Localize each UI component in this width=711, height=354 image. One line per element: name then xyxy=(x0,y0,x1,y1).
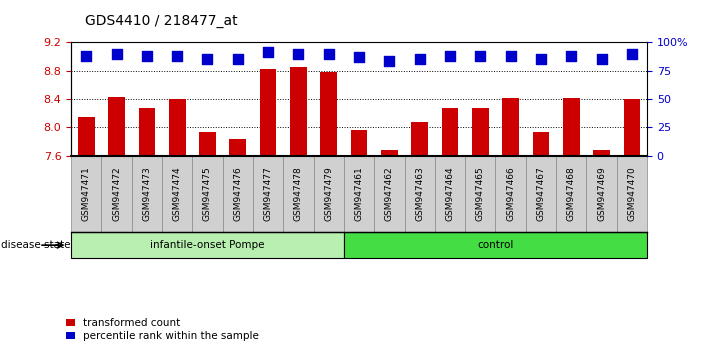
Bar xyxy=(78,117,95,156)
Bar xyxy=(381,150,397,156)
Bar xyxy=(593,150,610,156)
Point xyxy=(505,53,516,59)
Text: control: control xyxy=(477,240,513,250)
Bar xyxy=(502,98,519,156)
Text: GDS4410 / 218477_at: GDS4410 / 218477_at xyxy=(85,14,238,28)
Text: GSM947473: GSM947473 xyxy=(142,166,151,221)
Point xyxy=(353,55,365,60)
Text: GSM947468: GSM947468 xyxy=(567,166,576,221)
Text: GSM947477: GSM947477 xyxy=(264,166,272,221)
Bar xyxy=(230,139,246,156)
Point xyxy=(414,57,425,62)
Text: GSM947463: GSM947463 xyxy=(415,166,424,221)
Point xyxy=(596,57,607,62)
Text: GSM947469: GSM947469 xyxy=(597,166,606,221)
Text: GSM947462: GSM947462 xyxy=(385,166,394,221)
Point xyxy=(111,51,122,57)
Legend: transformed count, percentile rank within the sample: transformed count, percentile rank withi… xyxy=(62,314,263,345)
Bar xyxy=(290,67,306,156)
Bar xyxy=(321,72,337,156)
Bar xyxy=(199,132,216,156)
Point xyxy=(626,51,638,57)
Text: GSM947467: GSM947467 xyxy=(536,166,545,221)
Text: GSM947464: GSM947464 xyxy=(446,166,454,221)
Text: infantile-onset Pompe: infantile-onset Pompe xyxy=(150,240,264,250)
Bar xyxy=(108,97,125,156)
Text: GSM947475: GSM947475 xyxy=(203,166,212,221)
Point xyxy=(444,53,456,59)
Bar xyxy=(624,99,640,156)
Point xyxy=(475,53,486,59)
Text: GSM947472: GSM947472 xyxy=(112,166,121,221)
Bar xyxy=(533,132,550,156)
Point xyxy=(171,53,183,59)
Bar xyxy=(442,108,459,156)
Bar xyxy=(472,108,488,156)
Text: GSM947461: GSM947461 xyxy=(355,166,363,221)
Text: disease state: disease state xyxy=(1,240,70,250)
Text: GSM947466: GSM947466 xyxy=(506,166,515,221)
Bar xyxy=(260,69,277,156)
Text: GSM947474: GSM947474 xyxy=(173,166,182,221)
Point xyxy=(202,57,213,62)
Text: GSM947478: GSM947478 xyxy=(294,166,303,221)
Bar xyxy=(412,122,428,156)
Text: GSM947476: GSM947476 xyxy=(233,166,242,221)
Text: GSM947470: GSM947470 xyxy=(627,166,636,221)
Point xyxy=(293,51,304,57)
Text: GSM947479: GSM947479 xyxy=(324,166,333,221)
Point xyxy=(323,51,334,57)
Bar xyxy=(139,108,155,156)
Bar xyxy=(351,130,368,156)
Point xyxy=(141,53,153,59)
Point xyxy=(565,53,577,59)
Text: GSM947471: GSM947471 xyxy=(82,166,91,221)
Text: GSM947465: GSM947465 xyxy=(476,166,485,221)
Bar xyxy=(169,99,186,156)
Point xyxy=(80,53,92,59)
Point xyxy=(384,58,395,63)
Point xyxy=(262,49,274,55)
Bar xyxy=(563,98,579,156)
Point xyxy=(232,57,243,62)
Point xyxy=(535,57,547,62)
